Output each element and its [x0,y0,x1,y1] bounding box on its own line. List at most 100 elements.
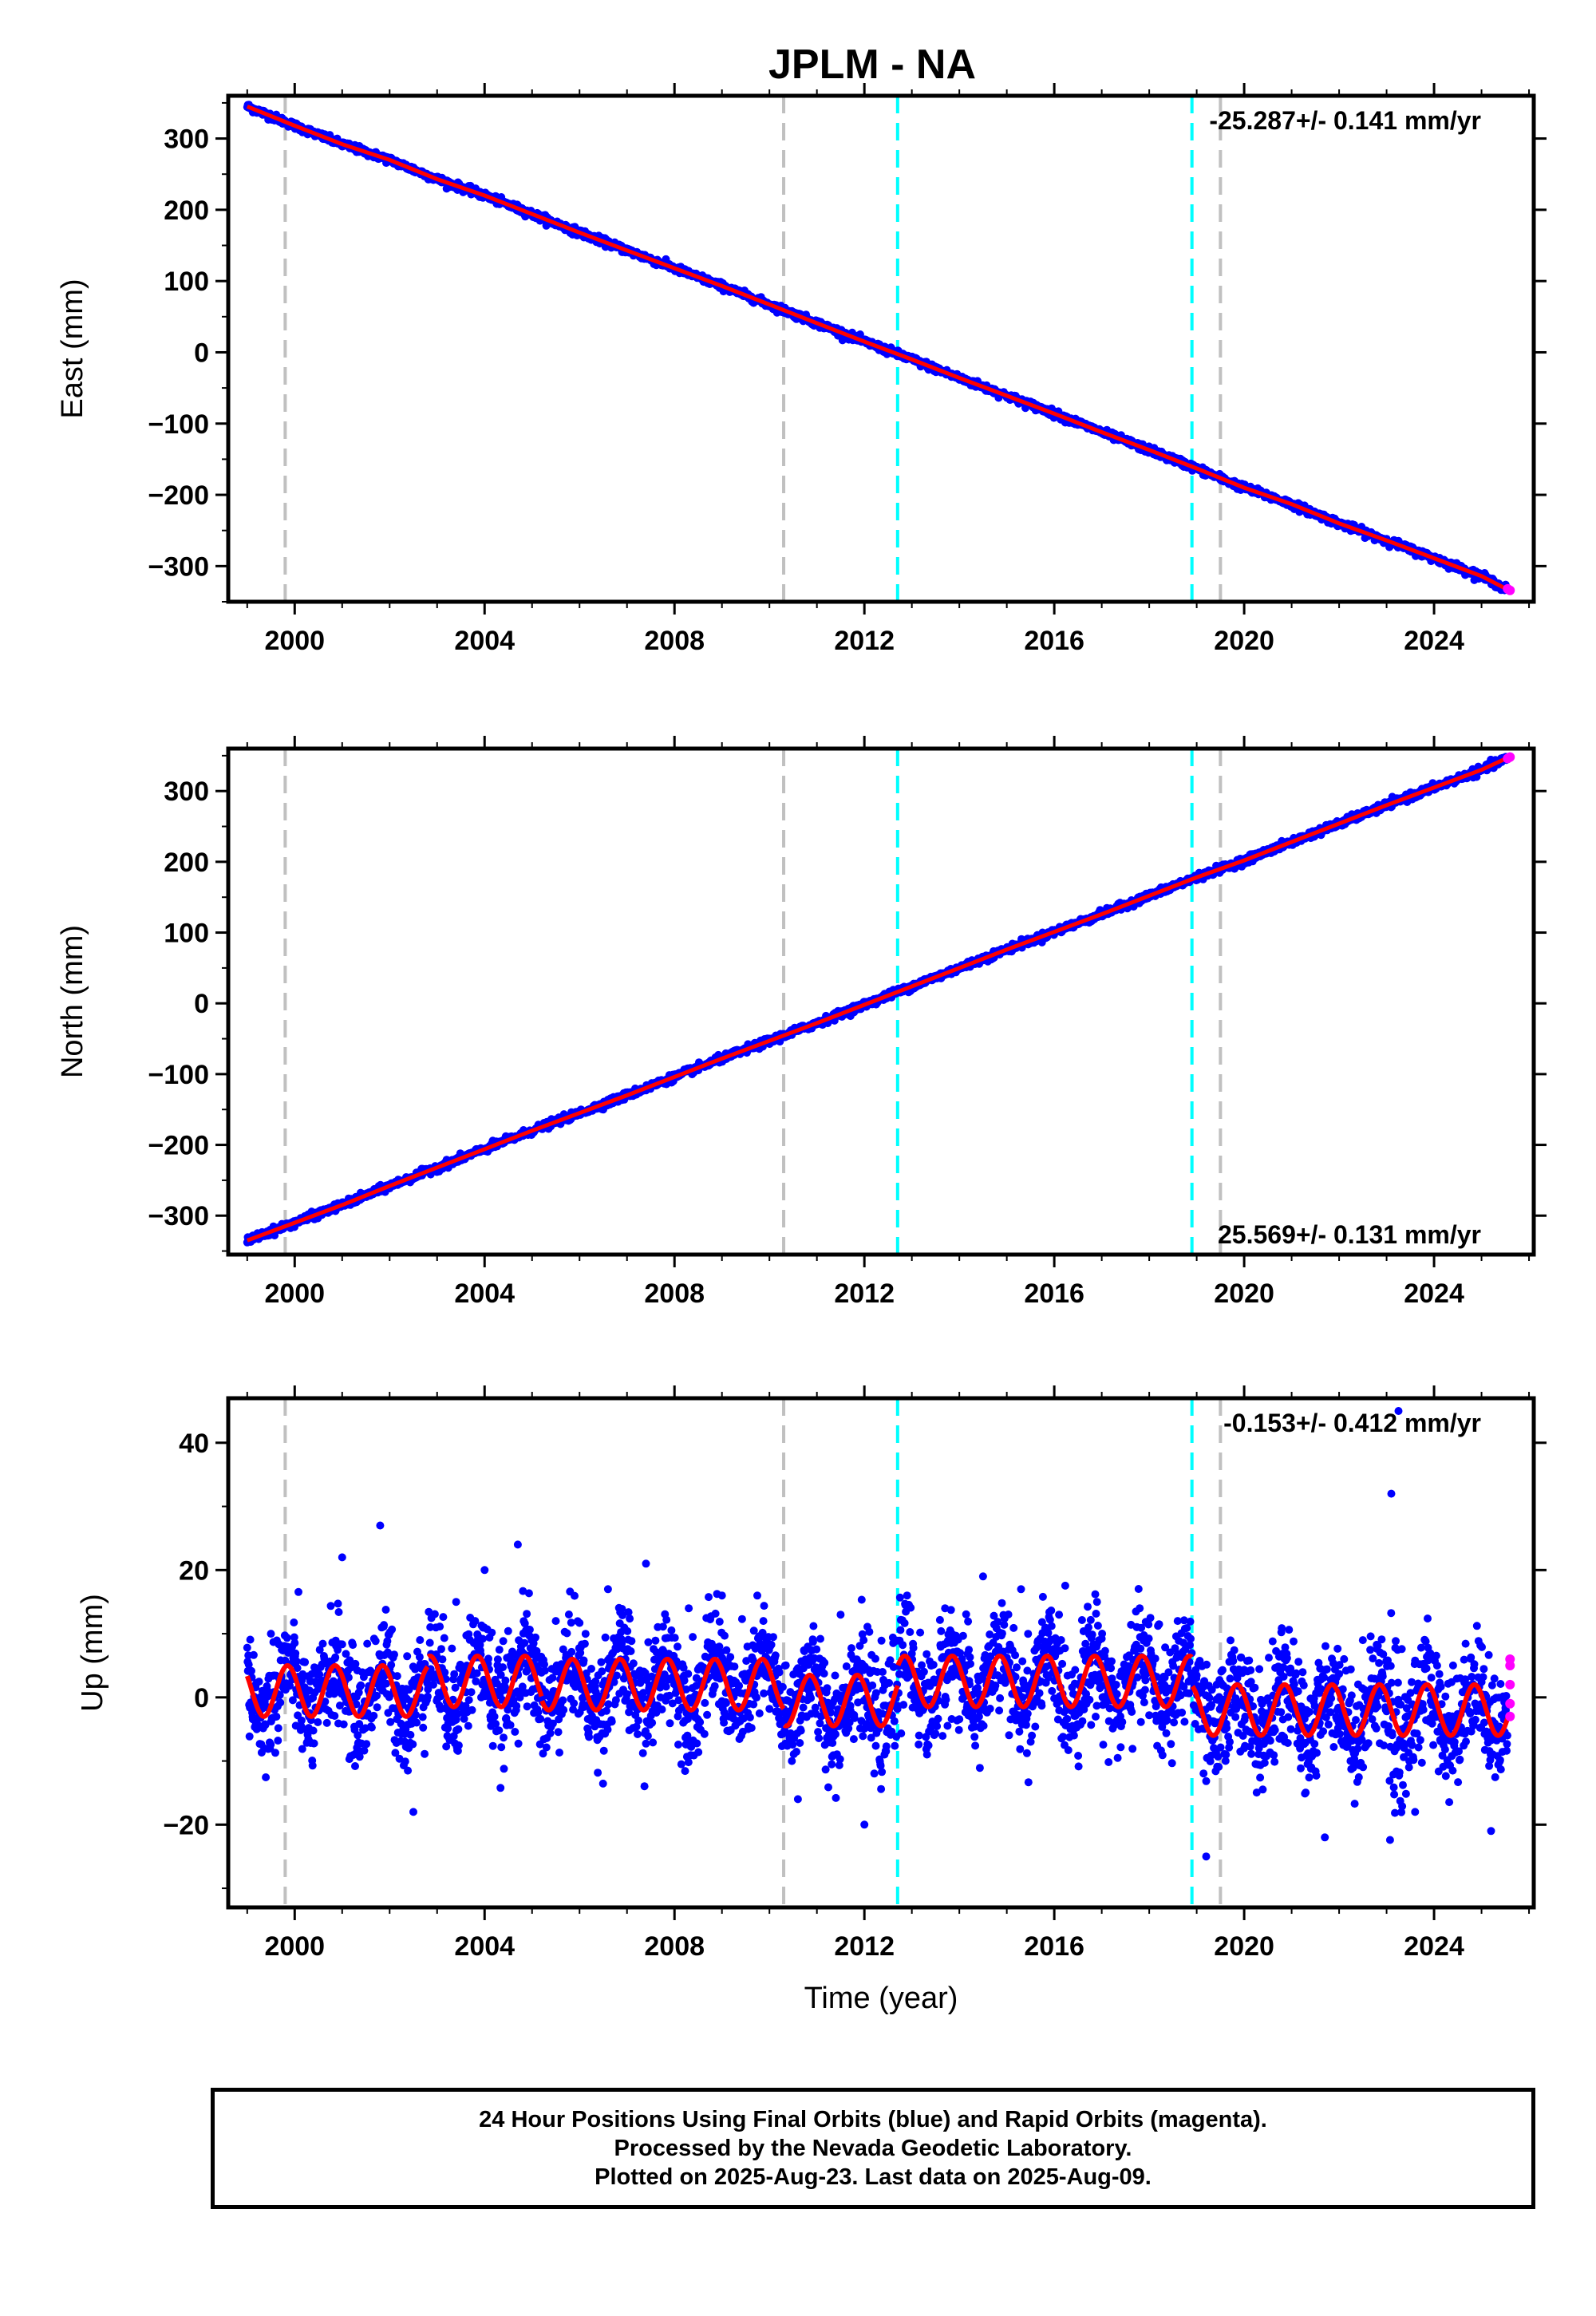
final-orbit-point [314,1718,322,1726]
final-orbit-point [274,1737,282,1745]
x-tick-label-east: 2008 [644,626,705,656]
final-orbit-point [339,1720,348,1729]
final-orbit-point [371,1637,380,1646]
final-orbit-point [249,1650,258,1659]
final-orbit-point [351,1762,359,1770]
final-orbit-point [354,1688,363,1697]
rapid-orbit-point [1505,752,1515,762]
final-orbit-point [274,1724,282,1733]
final-orbit-point [362,1740,371,1749]
final-orbit-point [344,1673,353,1682]
final-orbit-point [298,1676,306,1685]
final-orbit-point [286,1682,294,1690]
x-tick-label-east: 2004 [454,626,515,656]
final-orbit-point [297,1716,306,1725]
velocity-rate-label-north: 25.569+/- 0.131 mm/yr [1218,1220,1481,1249]
plot-area-north [243,749,1515,1255]
y-tick-label-north: −100 [148,1060,209,1090]
x-tick-label-east: 2000 [264,626,325,656]
final-orbit-point [244,1660,253,1669]
final-orbit-point [334,1599,342,1608]
final-orbit-point [326,1602,335,1611]
x-tick-label-north: 2012 [834,1279,895,1309]
y-tick-label-east: −300 [148,551,209,582]
final-orbit-point [247,1666,255,1675]
x-tick-label-east: 2012 [834,626,895,656]
final-orbit-point [330,1712,339,1720]
final-orbit-point [290,1633,298,1642]
final-orbit-point [292,1657,301,1666]
final-orbit-point [267,1741,275,1749]
final-orbit-point [363,1639,372,1648]
y-tick-label-east: 200 [164,196,209,226]
final-orbit-point [246,1635,255,1644]
x-tick-label-north: 2004 [454,1279,515,1309]
final-orbit-point [291,1649,300,1658]
model-fit-line-north [246,756,1509,1243]
final-orbit-point [342,1650,350,1658]
panel-north: 300 200 100 0 −100 −200 −300 2000 2004 2008 2012 20… [56,736,1547,1309]
x-tick-label-east: 2020 [1214,626,1274,656]
y-tick-label-north: 300 [164,777,209,807]
rapid-orbit-point [1505,585,1515,595]
plot-frame-east [226,93,1536,604]
y-tick-label-north: 100 [164,919,209,949]
panels-group: 300 200 100 0 −100 −200 −300 2000 2004 2008 2012 20… [56,83,1547,2015]
final-orbit-point [288,1696,297,1705]
final-orbit-point [243,1643,251,1652]
x-tick-label-north: 2000 [264,1279,325,1309]
final-orbit-point [331,1653,340,1662]
final-orbit-point [1472,773,1481,781]
final-orbit-point [351,1659,360,1668]
final-orbit-point [271,1749,279,1757]
final-orbit-point [245,1732,254,1741]
final-orbit-point [255,1678,263,1686]
y-tick-label-north: −300 [148,1201,209,1231]
x-tick-label-north: 2020 [1214,1279,1274,1309]
final-orbit-point [308,1761,317,1770]
x-tick-label-east: 2024 [1404,626,1464,656]
final-orbit-point [293,1664,302,1673]
chart-title: JPLM - NA [768,41,976,88]
y-tick-label-north: 200 [164,848,209,878]
y-axis-label-north: North (mm) [56,925,89,1078]
final-orbit-point [262,1773,271,1781]
velocity-rate-label-east: -25.287+/- 0.141 mm/yr [1209,106,1481,135]
final-orbit-point [318,1639,327,1648]
final-orbit-point [334,1608,343,1616]
final-orbit-point [276,1698,285,1707]
final-orbit-point [335,1701,344,1710]
final-orbit-point [315,1670,324,1679]
final-orbit-point [301,1658,310,1666]
rapid-orbit-points-east [1503,583,1515,595]
final-orbit-point [315,1646,324,1654]
y-tick-label-east: 100 [164,267,209,297]
final-orbit-point [354,1731,362,1740]
y-tick-label-east: −200 [148,480,209,511]
final-orbit-point [261,1721,270,1729]
final-orbit-point [282,1634,291,1642]
final-orbit-point [322,1718,331,1727]
y-tick-label-north: 0 [194,989,209,1019]
final-orbit-point [369,1711,378,1720]
x-tick-label-north: 2016 [1024,1279,1084,1309]
plot-frame-north [226,746,1536,1257]
y-axis-label-east: East (mm) [56,279,89,418]
y-tick-label-north: −200 [148,1131,209,1161]
final-orbit-point [309,1726,318,1735]
final-orbit-point [290,1638,299,1647]
final-orbit-point [321,1697,330,1706]
final-orbit-point [290,1618,298,1626]
final-orbit-point [272,1713,281,1721]
final-orbit-point [349,1641,358,1650]
final-orbit-points-up [243,1407,1511,1861]
final-orbit-point [357,1681,365,1690]
final-orbit-point [298,1745,306,1753]
final-orbit-point [367,1723,376,1732]
final-orbit-point [355,1720,364,1729]
y-tick-label-east: 300 [164,124,209,155]
rapid-orbit-points-north [1503,752,1515,764]
final-orbit-point [294,1587,302,1596]
x-tick-label-north: 2008 [644,1279,705,1309]
y-tick-label-east: −100 [148,409,209,440]
